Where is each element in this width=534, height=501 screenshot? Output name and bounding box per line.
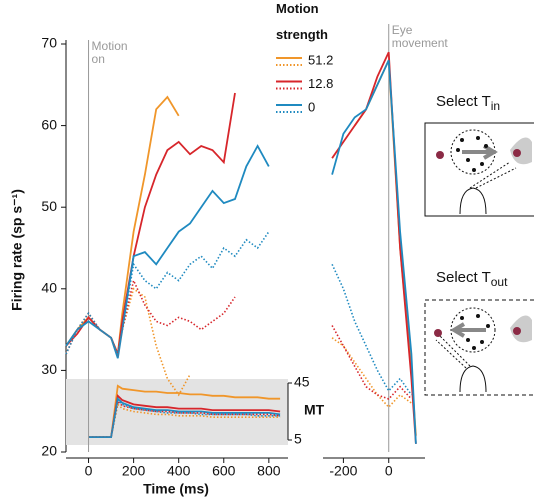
mt-line — [88, 402, 281, 438]
rate-line — [331, 51, 417, 444]
mt-tick-label: 45 — [294, 374, 310, 390]
legend-label: 51.2 — [308, 52, 333, 67]
rate-line — [65, 95, 180, 355]
rate-line — [65, 92, 236, 358]
schematic-tout — [424, 299, 534, 396]
x-tick-label: 0 — [385, 463, 393, 479]
legend-label: 12.8 — [308, 76, 333, 91]
rate-line — [331, 325, 412, 400]
x-tick-label: 400 — [167, 463, 191, 479]
inset-title: Select Tin — [436, 93, 500, 113]
y-tick-label: 60 — [41, 116, 57, 132]
rate-line — [65, 231, 270, 357]
y-axis-label: Firing rate (sp s⁻¹) — [9, 189, 25, 311]
inset-title: Select Tout — [436, 269, 508, 289]
event-label: Motion on — [92, 39, 128, 66]
mt-tick-label: 5 — [294, 431, 302, 447]
x-tick-label: 200 — [122, 463, 146, 479]
schematic-tin — [424, 122, 534, 217]
mt-line — [88, 384, 281, 438]
legend-title: Motion strength — [276, 1, 328, 42]
y-tick-label: 20 — [41, 443, 57, 459]
y-tick-label: 30 — [41, 361, 57, 377]
x-tick-label: 800 — [257, 463, 281, 479]
y-tick-label: 70 — [41, 35, 57, 51]
event-label-line: on — [92, 52, 105, 66]
mt-line — [88, 393, 281, 438]
legend-label: 0 — [308, 99, 315, 114]
inset-sub: out — [491, 275, 508, 289]
mt-label: MT — [304, 402, 325, 418]
y-tick-label: 40 — [41, 280, 57, 296]
x-tick-label: 600 — [212, 463, 236, 479]
y-tick-label: 50 — [41, 198, 57, 214]
inset-sub: in — [491, 99, 500, 113]
rate-line — [65, 287, 191, 397]
rate-line — [65, 278, 236, 357]
x-axis-label: Time (ms) — [143, 481, 209, 497]
rate-line — [331, 337, 412, 409]
rate-line — [353, 59, 417, 436]
inset-label: Select T — [436, 93, 491, 110]
event-label-line: Motion — [92, 39, 128, 53]
mt-line — [88, 398, 281, 438]
x-tick-label: -200 — [329, 463, 357, 479]
legend-title-line: strength — [276, 27, 328, 42]
event-label-line: Eye — [392, 23, 413, 37]
event-label: Eye movement — [392, 23, 449, 50]
mt-line — [88, 396, 281, 438]
event-label-line: movement — [392, 36, 449, 50]
mt-line — [88, 399, 281, 438]
rate-line — [331, 263, 413, 396]
legend-title-line: Motion — [276, 1, 319, 16]
rate-line — [65, 144, 270, 359]
x-tick-label: 0 — [85, 463, 93, 479]
inset-label: Select T — [436, 269, 491, 286]
rate-line — [331, 59, 417, 444]
